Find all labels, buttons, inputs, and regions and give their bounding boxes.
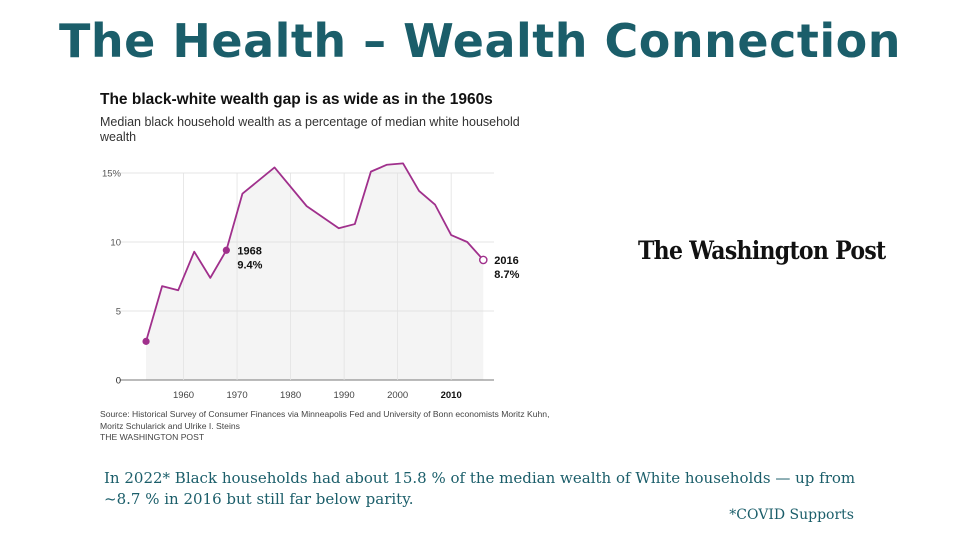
annotation-year: 1968: [237, 245, 261, 257]
y-tick-label: 15%: [102, 169, 122, 180]
series-line: [145, 162, 484, 342]
y-tick-label: 10: [110, 238, 121, 249]
annotation-value: 8.7%: [494, 269, 519, 281]
y-tick-label: 5: [116, 307, 121, 318]
line-chart: 0 5 10 15% 1960 1970 1980 1990 2000 2010 1968 9.4% 2…: [102, 162, 520, 401]
x-tick-label: 1960: [173, 390, 194, 401]
x-tick-label: 1970: [226, 390, 247, 401]
data-point-1968: [222, 246, 230, 254]
footnote: *COVID Supports: [729, 507, 854, 523]
x-tick-label: 1980: [280, 390, 301, 401]
area-fill: [146, 163, 484, 380]
chart-title: The black-white wealth gap is as wide as…: [100, 91, 493, 108]
data-point-start: [142, 337, 150, 345]
data-point-2016: [478, 255, 488, 265]
x-tick-label: 1990: [334, 390, 355, 401]
source-credit: THE WASHINGTON POST: [100, 432, 205, 442]
annotation-year: 2016: [494, 255, 518, 267]
chart-source: Source: Historical Survey of Consumer Fi…: [100, 409, 560, 444]
chart-subtitle: Median black household wealth as a perce…: [100, 115, 520, 144]
y-tick-label: 0: [116, 376, 121, 387]
slide-title: The Health – Wealth Connection: [59, 14, 901, 68]
x-tick-label: 2000: [387, 390, 408, 401]
annotation-value: 9.4%: [237, 259, 262, 271]
washington-post-logo: The Washington Post: [638, 236, 886, 265]
x-tick-label: 2010: [441, 390, 462, 401]
source-text: Source: Historical Survey of Consumer Fi…: [100, 409, 550, 431]
summary-note: In 2022* Black households had about 15.8…: [104, 469, 856, 508]
